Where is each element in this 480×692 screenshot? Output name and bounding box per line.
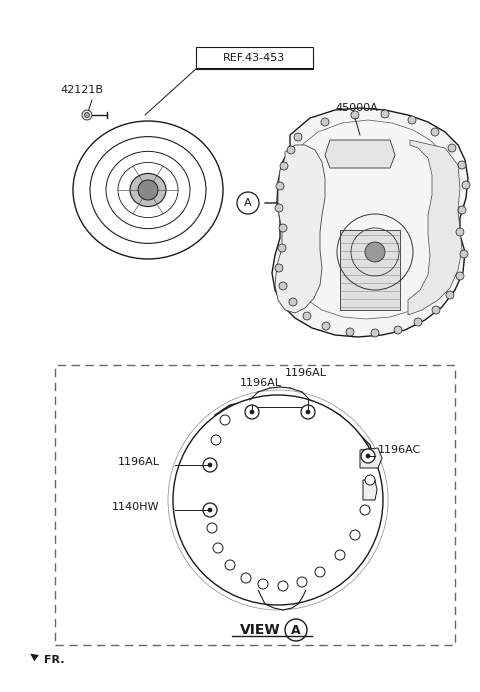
Circle shape: [82, 110, 92, 120]
Circle shape: [279, 224, 287, 232]
Circle shape: [301, 405, 315, 419]
Circle shape: [213, 543, 223, 553]
FancyBboxPatch shape: [196, 47, 313, 69]
Circle shape: [250, 410, 254, 414]
Circle shape: [361, 449, 375, 463]
Circle shape: [138, 180, 158, 200]
Polygon shape: [360, 448, 382, 468]
Circle shape: [360, 505, 370, 515]
Circle shape: [366, 454, 370, 458]
Polygon shape: [207, 400, 378, 600]
Circle shape: [278, 581, 288, 591]
Text: A: A: [244, 198, 252, 208]
Polygon shape: [272, 108, 468, 337]
Circle shape: [245, 405, 259, 419]
Text: A: A: [291, 623, 301, 637]
Circle shape: [203, 458, 217, 472]
Polygon shape: [340, 230, 400, 310]
Circle shape: [220, 415, 230, 425]
Text: 42121B: 42121B: [60, 85, 103, 95]
Circle shape: [414, 318, 422, 326]
Circle shape: [303, 312, 311, 320]
Circle shape: [365, 242, 385, 262]
Circle shape: [381, 110, 389, 118]
Circle shape: [456, 228, 464, 236]
Circle shape: [365, 475, 375, 485]
Polygon shape: [275, 145, 325, 313]
Text: 1196AL: 1196AL: [118, 457, 160, 467]
Circle shape: [275, 204, 283, 212]
Circle shape: [84, 113, 89, 118]
Text: 1196AL: 1196AL: [285, 368, 327, 378]
Text: 1196AC: 1196AC: [378, 445, 421, 455]
Circle shape: [279, 282, 287, 290]
Circle shape: [432, 306, 440, 314]
Circle shape: [275, 264, 283, 272]
Circle shape: [276, 182, 284, 190]
Circle shape: [203, 503, 217, 517]
Text: 1140HW: 1140HW: [112, 502, 159, 512]
Text: FR.: FR.: [44, 655, 64, 665]
Circle shape: [446, 291, 454, 299]
Circle shape: [225, 560, 235, 570]
Text: 1196AL: 1196AL: [240, 378, 282, 388]
Circle shape: [297, 577, 307, 587]
Circle shape: [285, 619, 307, 641]
Circle shape: [351, 111, 359, 119]
Circle shape: [258, 579, 268, 589]
Circle shape: [208, 508, 212, 512]
Circle shape: [294, 133, 302, 141]
Circle shape: [460, 250, 468, 258]
Circle shape: [237, 192, 259, 214]
Text: 45000A: 45000A: [335, 103, 378, 113]
Circle shape: [462, 181, 470, 189]
Circle shape: [321, 118, 329, 126]
Circle shape: [173, 395, 383, 605]
Polygon shape: [325, 140, 395, 168]
Circle shape: [394, 326, 402, 334]
Circle shape: [346, 328, 354, 336]
Circle shape: [350, 530, 360, 540]
Ellipse shape: [130, 174, 166, 206]
Polygon shape: [363, 480, 377, 500]
Circle shape: [431, 128, 439, 136]
Circle shape: [289, 298, 297, 306]
Circle shape: [335, 550, 345, 560]
Circle shape: [306, 410, 310, 414]
Circle shape: [280, 162, 288, 170]
Text: REF.43-453: REF.43-453: [223, 53, 285, 63]
Circle shape: [315, 567, 325, 577]
Circle shape: [211, 435, 221, 445]
Circle shape: [371, 329, 379, 337]
Circle shape: [322, 322, 330, 330]
Circle shape: [408, 116, 416, 124]
Circle shape: [456, 272, 464, 280]
Circle shape: [207, 523, 217, 533]
Circle shape: [287, 146, 295, 154]
Circle shape: [448, 144, 456, 152]
Circle shape: [458, 206, 466, 214]
Circle shape: [241, 573, 251, 583]
Circle shape: [278, 244, 286, 252]
Text: VIEW: VIEW: [240, 623, 281, 637]
Circle shape: [458, 161, 466, 169]
Circle shape: [208, 463, 212, 467]
Polygon shape: [408, 140, 462, 315]
